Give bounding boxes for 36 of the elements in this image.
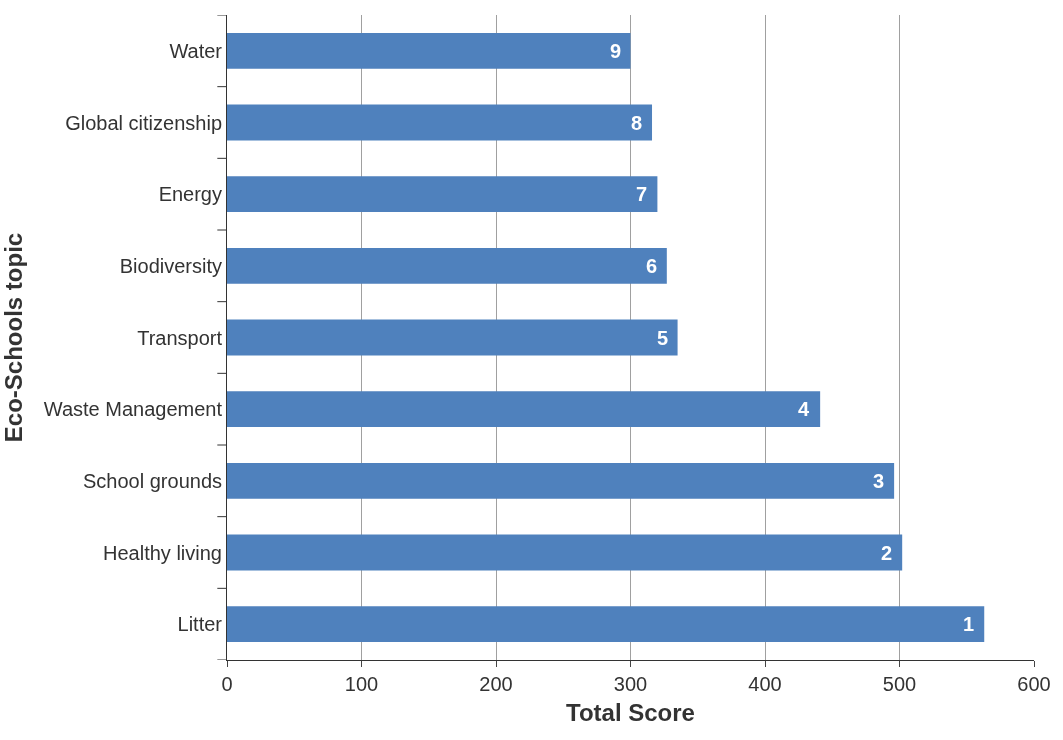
- annotation: 6: [646, 255, 658, 277]
- y-tick-label: Waste Management: [43, 398, 223, 421]
- annotation: 2: [881, 542, 893, 564]
- y-tick-label: Litter: [177, 613, 223, 636]
- bar: [227, 319, 678, 356]
- annotation: 3: [873, 470, 885, 492]
- annotation: 4: [798, 398, 810, 420]
- x-tick-label: 400: [748, 673, 782, 695]
- y-tick-label: Water: [169, 39, 223, 62]
- bar: [227, 32, 631, 69]
- bar: [227, 606, 985, 643]
- y-axis-title: Eco-Schools topic: [0, 232, 27, 443]
- bar: [227, 391, 821, 428]
- bar: [227, 534, 903, 571]
- x-tick-label: 300: [613, 673, 648, 695]
- y-tick-label: Healthy living: [103, 541, 222, 564]
- bar: [227, 247, 667, 284]
- y-tick-label: Transport: [137, 326, 223, 349]
- x-tick-label: 0: [221, 673, 233, 695]
- annotation: 7: [636, 183, 648, 205]
- y-tick-label: Energy: [158, 183, 222, 206]
- y-tick-label: Global citizenship: [65, 111, 222, 134]
- annotation: 5: [657, 327, 669, 349]
- bar: [227, 462, 895, 499]
- bar: [227, 176, 658, 213]
- x-axis-title: Total Score: [566, 699, 695, 727]
- y-tick-label: Biodiversity: [119, 254, 222, 277]
- x-tick-label: 600: [1017, 673, 1051, 695]
- x-tick-label: 500: [882, 673, 917, 695]
- annotation: 1: [963, 613, 975, 635]
- annotation: 8: [631, 112, 643, 134]
- y-tick-label: School grounds: [83, 469, 222, 492]
- annotation: 9: [610, 40, 622, 62]
- x-tick-label: 100: [344, 673, 379, 695]
- x-tick-label: 200: [479, 673, 513, 695]
- bar: [227, 104, 653, 141]
